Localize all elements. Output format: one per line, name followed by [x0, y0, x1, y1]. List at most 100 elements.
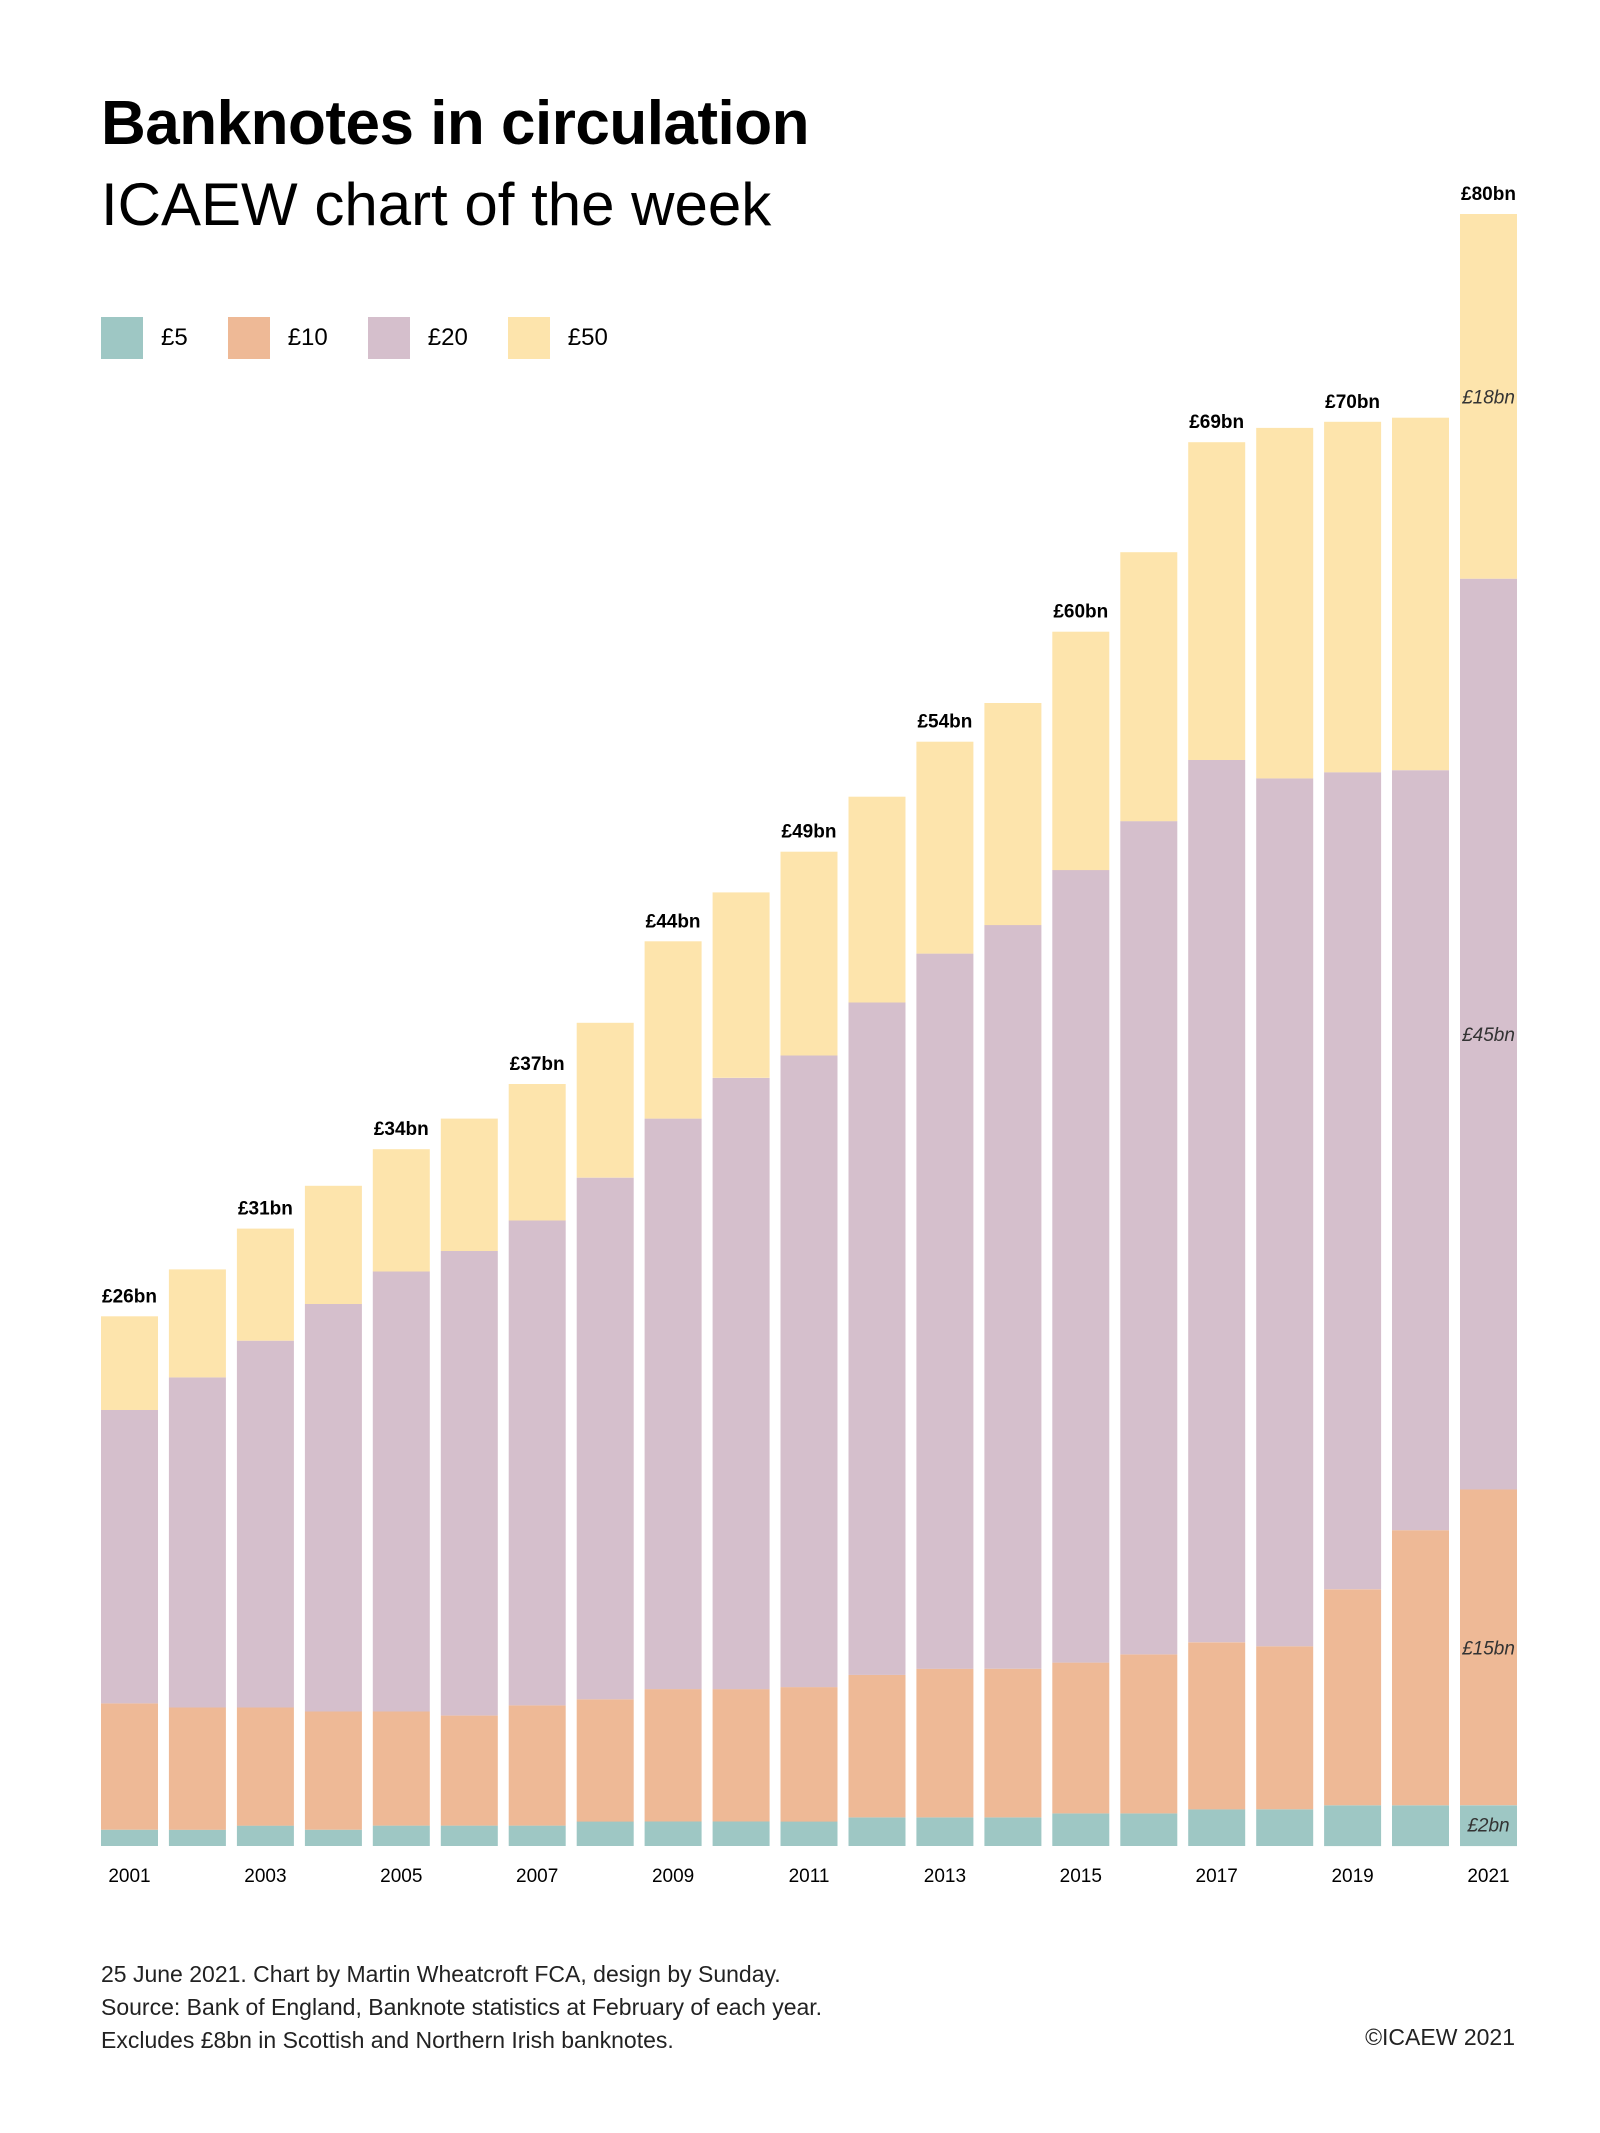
total-label-2011: £49bn	[782, 822, 837, 843]
bar-segment-10-2013	[916, 1668, 974, 1818]
bar-segment-10-2010	[712, 1689, 770, 1822]
total-label-2021: £80bn	[1461, 184, 1516, 205]
bar-segment-50-2009	[644, 941, 702, 1119]
bar-segment-20-2011	[780, 1055, 838, 1688]
x-tick-label-2017: 2017	[1196, 1866, 1238, 1887]
bar-segment-10-2011	[780, 1687, 838, 1822]
chart-subtitle: ICAEW chart of the week	[101, 171, 772, 238]
bar-segment-5-2001	[101, 1829, 158, 1846]
bar-segment-50-2010	[712, 892, 770, 1078]
total-label-2001: £26bn	[102, 1286, 157, 1307]
copyright: ©ICAEW 2021	[1365, 2024, 1515, 2050]
bar-segment-10-2016	[1120, 1654, 1178, 1814]
x-tick-label-2007: 2007	[516, 1866, 558, 1887]
bar-segment-5-2007	[508, 1825, 566, 1846]
bar-segment-5-2003	[236, 1825, 294, 1846]
bar-segment-20-2004	[304, 1304, 362, 1712]
bar-segment-50-2006	[440, 1118, 498, 1251]
x-tick-label-2013: 2013	[924, 1866, 966, 1887]
x-tick-label-2009: 2009	[652, 1866, 694, 1887]
footer-source: Source: Bank of England, Banknote statis…	[101, 1994, 823, 2020]
bar-segment-20-2008	[576, 1177, 634, 1700]
bar-segment-20-2020	[1392, 770, 1449, 1531]
bar-segment-20-2021	[1460, 578, 1517, 1490]
total-label-2019: £70bn	[1325, 392, 1380, 413]
bar-segment-50-2021	[1460, 214, 1517, 579]
bar-segment-10-2019	[1324, 1589, 1382, 1806]
bar-segment-10-2014	[984, 1668, 1042, 1818]
bar-segment-20-2017	[1188, 760, 1246, 1643]
bar-segment-5-2017	[1188, 1809, 1246, 1846]
footer-date-credit: 25 June 2021. Chart by Martin Wheatcroft…	[101, 1961, 781, 1987]
bar-segment-10-2007	[508, 1705, 566, 1826]
bar-segment-10-2004	[304, 1711, 362, 1830]
bar-segment-20-2012	[848, 1002, 906, 1675]
total-label-2003: £31bn	[238, 1199, 293, 1220]
x-tick-label-2015: 2015	[1060, 1866, 1102, 1887]
total-label-2015: £60bn	[1053, 602, 1108, 623]
total-label-2017: £69bn	[1189, 412, 1244, 433]
bar-segment-5-2004	[304, 1829, 362, 1846]
bar-segment-10-2001	[101, 1703, 158, 1830]
x-tick-label-2019: 2019	[1331, 1866, 1373, 1887]
x-tick-label-2005: 2005	[380, 1866, 422, 1887]
bar-segment-20-2018	[1256, 778, 1314, 1647]
x-tick-label-2003: 2003	[244, 1866, 286, 1887]
legend-swatch-10	[227, 317, 270, 359]
x-tick-label-2001: 2001	[108, 1866, 150, 1887]
bar-segment-5-2013	[916, 1817, 974, 1846]
total-label-2009: £44bn	[646, 911, 701, 932]
bar-segment-50-2019	[1324, 421, 1382, 773]
bar-segment-50-2003	[236, 1228, 294, 1341]
segment-label-10-2021: £15bn	[1461, 1638, 1515, 1659]
bar-segment-20-2001	[101, 1410, 158, 1704]
bar-segment-5-2002	[168, 1829, 226, 1846]
bar-segment-5-2015	[1052, 1813, 1110, 1846]
bar-segment-50-2007	[508, 1084, 566, 1221]
bar-segment-50-2008	[576, 1022, 634, 1178]
bar-segment-5-2020	[1392, 1805, 1449, 1847]
bar-segment-50-2004	[304, 1185, 362, 1304]
bar-segment-10-2021	[1460, 1489, 1517, 1806]
bar-segment-50-2011	[780, 851, 838, 1056]
bar-segment-50-2002	[168, 1269, 226, 1378]
bar-segment-20-2010	[712, 1077, 770, 1690]
legend-item-20: £20	[367, 317, 468, 359]
legend-item-10: £10	[227, 317, 328, 359]
footer-notes: 25 June 2021. Chart by Martin Wheatcroft…	[101, 1958, 822, 2057]
bar-segment-5-2009	[644, 1821, 702, 1846]
total-label-2005: £34bn	[374, 1119, 429, 1140]
legend: £5 £10 £20 £50	[101, 317, 648, 359]
bar-segment-50-2012	[848, 796, 906, 1003]
bar-segment-50-2005	[372, 1149, 430, 1272]
bar-segment-5-2008	[576, 1821, 634, 1846]
bar-segment-10-2009	[644, 1689, 702, 1822]
bar-segment-5-2019	[1324, 1805, 1382, 1847]
bar-segment-10-2006	[440, 1715, 498, 1826]
legend-item-5: £5	[101, 317, 188, 359]
bar-segment-10-2008	[576, 1699, 634, 1822]
legend-item-50: £50	[507, 317, 608, 359]
bar-segment-5-2006	[440, 1825, 498, 1846]
x-tick-label-2021: 2021	[1467, 1866, 1509, 1887]
bar-segment-20-2019	[1324, 772, 1382, 1590]
bar-segment-10-2018	[1256, 1646, 1314, 1810]
bar-segment-5-2012	[848, 1817, 906, 1846]
bar-segment-20-2002	[168, 1377, 226, 1708]
bar-segment-5-2011	[780, 1821, 838, 1846]
total-label-2007: £37bn	[510, 1054, 565, 1075]
legend-swatch-50	[507, 317, 550, 359]
segment-label-5-2021: £2bn	[1466, 1816, 1509, 1837]
bar-segment-5-2016	[1120, 1813, 1178, 1846]
segment-label-50-2021: £18bn	[1461, 388, 1515, 409]
bar-segment-5-2018	[1256, 1809, 1314, 1846]
bar-segment-10-2002	[168, 1707, 226, 1830]
bar-segment-20-2006	[440, 1251, 498, 1716]
bar-segment-10-2020	[1392, 1530, 1449, 1806]
bar-segment-10-2005	[372, 1711, 430, 1826]
bar-segment-50-2001	[101, 1316, 158, 1410]
bar-segment-50-2017	[1188, 442, 1246, 760]
legend-swatch-5	[101, 317, 143, 359]
bar-segment-20-2015	[1052, 870, 1110, 1663]
chart-title: Banknotes in circulation	[101, 89, 810, 158]
